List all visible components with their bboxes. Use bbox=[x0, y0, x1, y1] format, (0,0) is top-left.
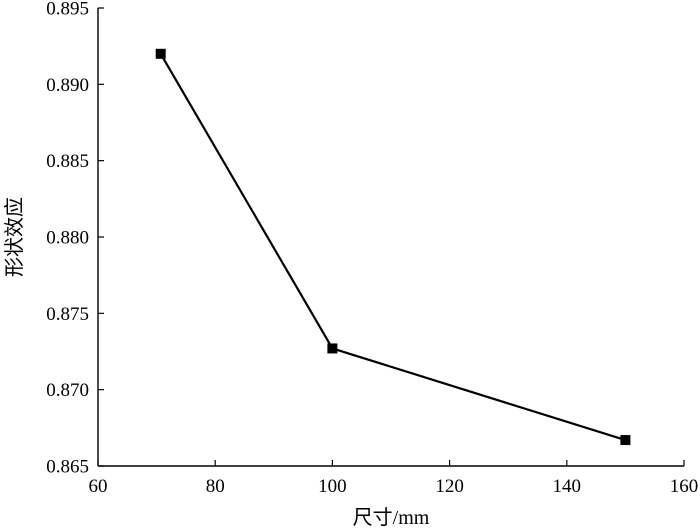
x-tick-label: 100 bbox=[318, 476, 347, 497]
y-tick-label: 0.890 bbox=[46, 75, 89, 96]
x-tick-label: 120 bbox=[435, 476, 464, 497]
x-axis-title: 尺寸/mm bbox=[353, 506, 430, 529]
x-tick-label: 80 bbox=[206, 476, 225, 497]
x-tick-label: 60 bbox=[89, 476, 108, 497]
y-axis-title: 形状效应 bbox=[3, 197, 26, 277]
y-tick-label: 0.870 bbox=[46, 380, 89, 401]
y-axis-ticks: 0.865 0.870 0.875 0.880 0.885 0.890 0.895 bbox=[46, 0, 104, 478]
x-tick-label: 160 bbox=[670, 476, 699, 497]
plot-frame bbox=[97, 8, 684, 467]
data-point-marker bbox=[155, 48, 166, 59]
x-axis-ticks: 60 80 100 120 140 160 bbox=[89, 460, 699, 497]
data-point-marker bbox=[620, 435, 631, 446]
series-layer bbox=[155, 48, 631, 446]
y-tick-label: 0.875 bbox=[46, 304, 89, 325]
series-line bbox=[159, 53, 626, 442]
y-tick-label: 0.895 bbox=[46, 0, 89, 20]
data-point-marker bbox=[327, 343, 338, 354]
y-tick-label: 0.865 bbox=[46, 457, 89, 478]
y-tick-label: 0.885 bbox=[46, 151, 89, 172]
x-tick-label: 140 bbox=[553, 476, 582, 497]
y-tick-label: 0.880 bbox=[46, 228, 89, 249]
